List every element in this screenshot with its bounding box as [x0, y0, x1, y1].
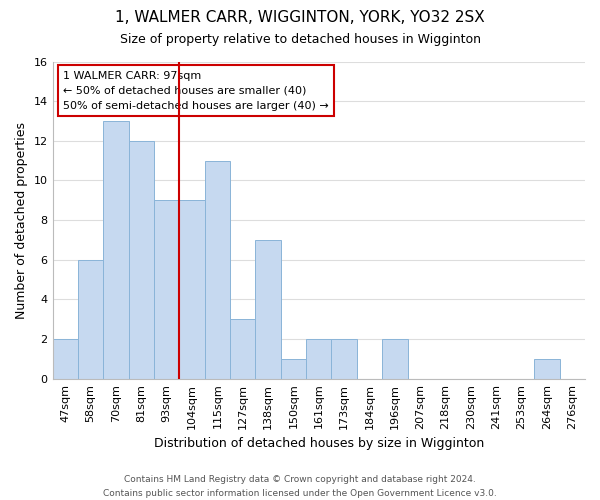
Y-axis label: Number of detached properties: Number of detached properties: [15, 122, 28, 318]
Text: Contains HM Land Registry data © Crown copyright and database right 2024.
Contai: Contains HM Land Registry data © Crown c…: [103, 476, 497, 498]
Bar: [534, 359, 560, 379]
Bar: [53, 339, 78, 379]
X-axis label: Distribution of detached houses by size in Wigginton: Distribution of detached houses by size …: [154, 437, 484, 450]
Text: Size of property relative to detached houses in Wigginton: Size of property relative to detached ho…: [119, 32, 481, 46]
Bar: [128, 141, 154, 379]
Bar: [382, 339, 407, 379]
Text: 1, WALMER CARR, WIGGINTON, YORK, YO32 2SX: 1, WALMER CARR, WIGGINTON, YORK, YO32 2S…: [115, 10, 485, 25]
Bar: [205, 160, 230, 379]
Text: 1 WALMER CARR: 97sqm
← 50% of detached houses are smaller (40)
50% of semi-detac: 1 WALMER CARR: 97sqm ← 50% of detached h…: [63, 71, 329, 110]
Bar: [154, 200, 179, 379]
Bar: [256, 240, 281, 379]
Bar: [230, 320, 256, 379]
Bar: [331, 339, 357, 379]
Bar: [78, 260, 103, 379]
Bar: [103, 121, 128, 379]
Bar: [306, 339, 331, 379]
Bar: [179, 200, 205, 379]
Bar: [281, 359, 306, 379]
